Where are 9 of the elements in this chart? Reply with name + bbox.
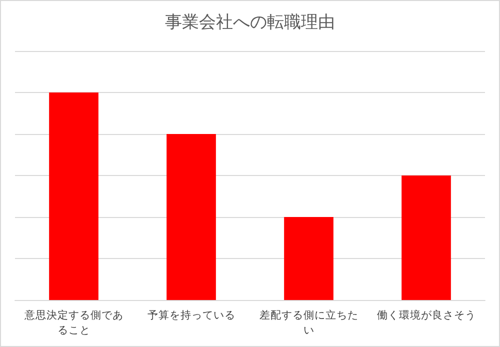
chart-title: 事業会社への転職理由 [165,12,335,32]
bar [402,176,451,300]
x-tick-label: 予算を持っている [147,310,236,322]
x-tick-label: 差配する側に立ちたい [259,308,358,336]
x-tick-label: 働く環境が良さそう [376,308,476,322]
bar [49,92,98,300]
bar [284,217,334,300]
x-tick-label: 意思決定する側であること [23,308,124,336]
bar [166,134,216,300]
